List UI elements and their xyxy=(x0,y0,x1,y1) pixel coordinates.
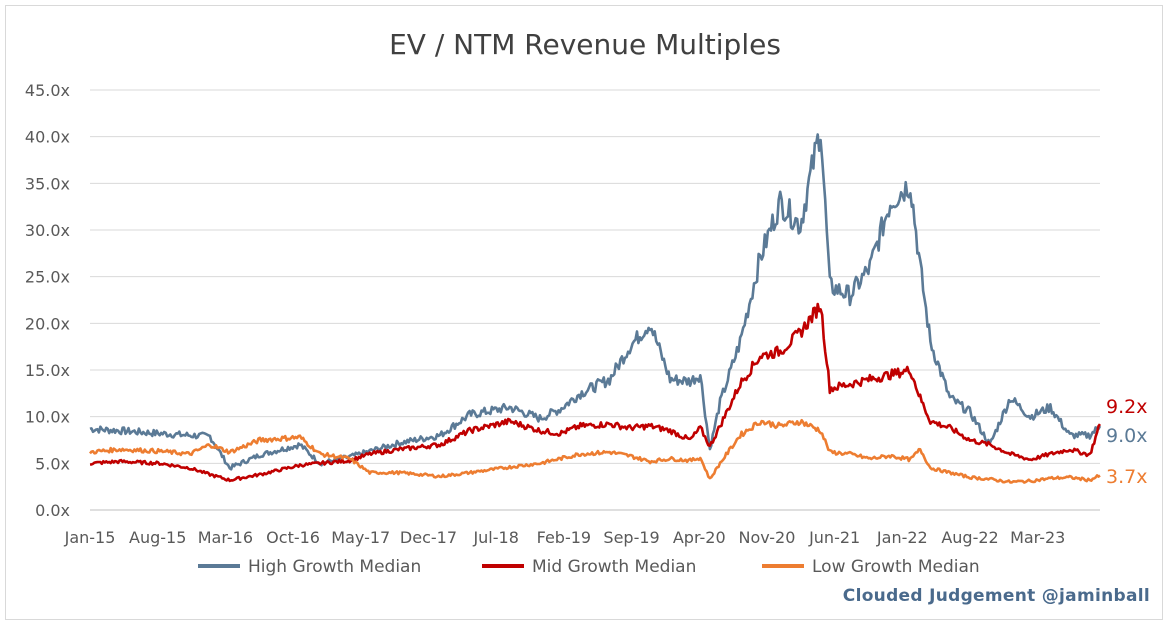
x-tick-label: Nov-20 xyxy=(738,528,795,547)
y-tick-label: 20.0x xyxy=(25,314,70,333)
legend-item: Mid Growth Median xyxy=(482,557,696,577)
x-tick-label: Mar-23 xyxy=(1010,528,1065,547)
y-tick-label: 45.0x xyxy=(25,81,70,100)
series-line-mid-growth-median xyxy=(89,302,1102,483)
x-tick-label: Feb-19 xyxy=(537,528,591,547)
legend-label: Mid Growth Median xyxy=(532,557,696,577)
x-tick-label: Jul-18 xyxy=(472,528,518,547)
series-line-low-growth-median xyxy=(89,418,1101,484)
legend-label: Low Growth Median xyxy=(812,557,980,577)
chart-frame xyxy=(5,5,1163,620)
y-tick-label: 10.0x xyxy=(25,408,70,427)
chart-title: EV / NTM Revenue Multiples xyxy=(389,28,781,61)
x-tick-label: Mar-16 xyxy=(198,528,253,547)
end-label: 9.0x xyxy=(1106,425,1147,447)
x-tick-label: Oct-16 xyxy=(266,528,320,547)
x-tick-label: Apr-20 xyxy=(673,528,726,547)
x-tick-label: Aug-15 xyxy=(129,528,186,547)
series-lines xyxy=(89,133,1102,484)
legend-item: Low Growth Median xyxy=(762,557,980,577)
x-tick-label: Jan-22 xyxy=(876,528,928,547)
y-tick-label: 0.0x xyxy=(35,501,70,520)
x-tick-label: Dec-17 xyxy=(400,528,457,547)
credit-text: Clouded Judgement @jaminball xyxy=(842,586,1150,606)
x-axis-ticks: Jan-15 Aug-15 Mar-16 Oct-16 May-17 Dec-17 Jul-… xyxy=(64,528,1066,547)
x-tick-label: Jan-15 xyxy=(64,528,116,547)
x-tick-label: May-17 xyxy=(331,528,390,547)
legend-item: High Growth Median xyxy=(198,557,421,577)
y-tick-label: 5.0x xyxy=(35,454,70,473)
legend-label: High Growth Median xyxy=(248,557,421,577)
y-tick-label: 25.0x xyxy=(25,268,70,287)
x-tick-label: Jun-21 xyxy=(808,528,860,547)
gridlines xyxy=(90,89,1100,511)
x-tick-label: Aug-22 xyxy=(941,528,998,547)
y-tick-label: 15.0x xyxy=(25,361,70,380)
end-label: 9.2x xyxy=(1106,396,1147,418)
series-line-high-growth-median xyxy=(89,133,1102,471)
y-tick-label: 40.0x xyxy=(25,128,70,147)
legend: High Growth Median Mid Growth Median Low G… xyxy=(198,557,980,577)
x-tick-label: Sep-19 xyxy=(603,528,659,547)
y-axis-ticks: 0.0x 5.0x 10.0x 15.0x 20.0x 25.0x 30.0x 35.0x 40… xyxy=(25,81,70,520)
y-tick-label: 35.0x xyxy=(25,174,70,193)
end-label: 3.7x xyxy=(1106,466,1147,488)
end-labels: 9.2x 9.0x 3.7x xyxy=(1106,396,1147,488)
y-tick-label: 30.0x xyxy=(25,221,70,240)
